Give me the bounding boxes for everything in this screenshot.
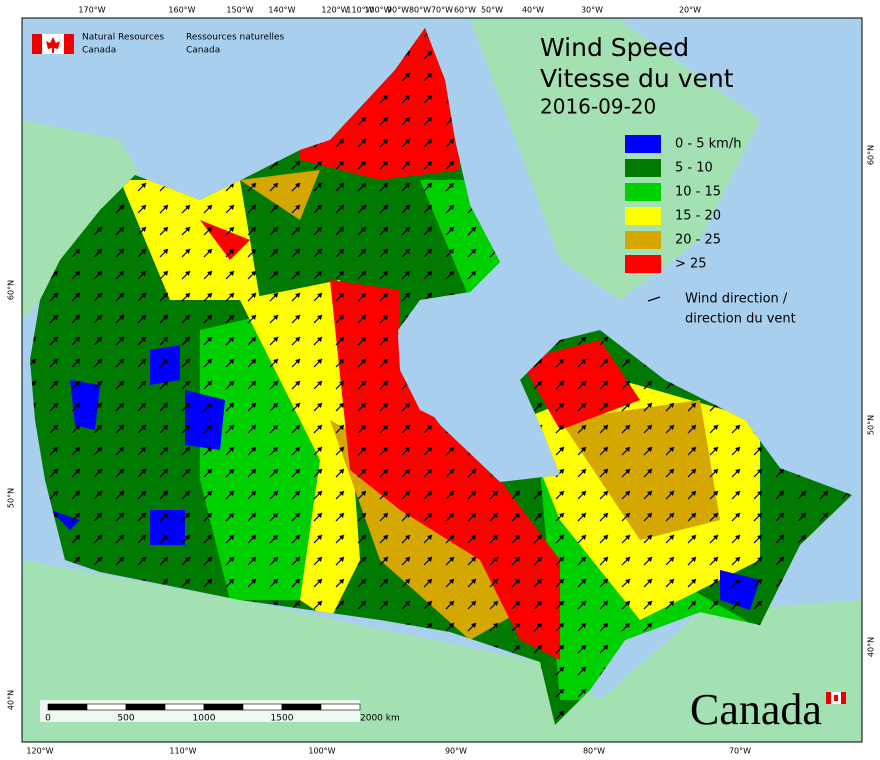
legend-label: Wind direction / bbox=[685, 292, 788, 307]
lon-label: 50°W bbox=[481, 6, 503, 15]
scale-seg bbox=[203, 703, 244, 711]
legend-label: direction du vent bbox=[685, 312, 796, 327]
lon-label: 120°W bbox=[26, 747, 53, 756]
lon-label: 90°W bbox=[445, 747, 467, 756]
lon-label: 140°W bbox=[268, 6, 295, 15]
scale-seg bbox=[86, 703, 127, 711]
scale-label: 2000 km bbox=[360, 714, 400, 724]
lon-label: 80°W bbox=[409, 6, 431, 15]
subtitle-date: 2016-09-20 bbox=[540, 95, 656, 119]
title: Wind Speed bbox=[540, 33, 689, 62]
lon-label: 20°W bbox=[679, 6, 701, 15]
legend-swatch bbox=[625, 183, 661, 201]
hudson-bay bbox=[398, 335, 540, 470]
scale-seg bbox=[47, 703, 88, 711]
agency-en: Natural Resources bbox=[82, 33, 164, 43]
lon-label: 60°W bbox=[454, 6, 476, 15]
lon-label: 70°W bbox=[729, 747, 751, 756]
agency-fr: Ressources naturelles bbox=[186, 33, 285, 43]
legend-label: 20 - 25 bbox=[675, 233, 721, 248]
scale-seg bbox=[242, 703, 283, 711]
flag-logo bbox=[32, 34, 74, 54]
scale-bar: 0 500 1000 1500 2000 km bbox=[40, 700, 400, 724]
scale-label: 0 bbox=[45, 714, 51, 724]
lon-label: 100°W bbox=[364, 6, 391, 15]
lat-label: 60°N bbox=[867, 145, 876, 165]
legend-label: > 25 bbox=[675, 257, 707, 272]
lat-label: 40°N bbox=[867, 637, 876, 657]
scale-seg bbox=[320, 703, 361, 711]
agency-fr: Canada bbox=[186, 46, 220, 56]
legend-label: 5 - 10 bbox=[675, 161, 713, 176]
legend-swatch bbox=[625, 231, 661, 249]
lat-label: 40°N bbox=[7, 690, 16, 710]
scale-label: 1500 bbox=[271, 714, 294, 724]
legend: 0 - 5 km/h 5 - 10 10 - 15 15 - 20 20 - 25 > 2… bbox=[625, 135, 796, 327]
lon-label: 100°W bbox=[308, 747, 335, 756]
scale-seg bbox=[281, 703, 322, 711]
lon-label: 40°W bbox=[522, 6, 544, 15]
lon-label: 30°W bbox=[581, 6, 603, 15]
wordmark-flag bbox=[826, 692, 846, 704]
lon-label: 110°W bbox=[169, 747, 196, 756]
legend-label: 10 - 15 bbox=[675, 185, 721, 200]
scale-label: 500 bbox=[117, 714, 134, 724]
legend-arrow bbox=[647, 296, 661, 302]
legend-swatch bbox=[625, 135, 661, 153]
lon-label: 150°W bbox=[226, 6, 253, 15]
scale-seg bbox=[164, 703, 205, 711]
legend-swatch bbox=[625, 159, 661, 177]
agency-en: Canada bbox=[82, 46, 116, 56]
lat-label: 50°N bbox=[7, 488, 16, 508]
legend-swatch bbox=[625, 207, 661, 225]
lon-label: 120°W bbox=[321, 6, 348, 15]
scale-seg bbox=[125, 703, 166, 711]
lon-label: 170°W bbox=[78, 6, 105, 15]
legend-label: 0 - 5 km/h bbox=[675, 137, 741, 152]
lon-label: 80°W bbox=[583, 747, 605, 756]
border bbox=[21, 17, 863, 743]
title: Vitesse du vent bbox=[540, 64, 734, 93]
legend-label: 15 - 20 bbox=[675, 209, 721, 224]
wordmark: Canada bbox=[690, 685, 822, 734]
lon-label: 160°W bbox=[168, 6, 195, 15]
lat-label: 60°N bbox=[7, 280, 16, 300]
lon-label: 110°W bbox=[346, 6, 373, 15]
lat-label: 50°N bbox=[867, 415, 876, 435]
legend-swatch bbox=[625, 255, 661, 273]
lon-label: 70°W bbox=[431, 6, 453, 15]
lon-label: 90°W bbox=[387, 6, 409, 15]
scale-label: 1000 bbox=[193, 714, 216, 724]
